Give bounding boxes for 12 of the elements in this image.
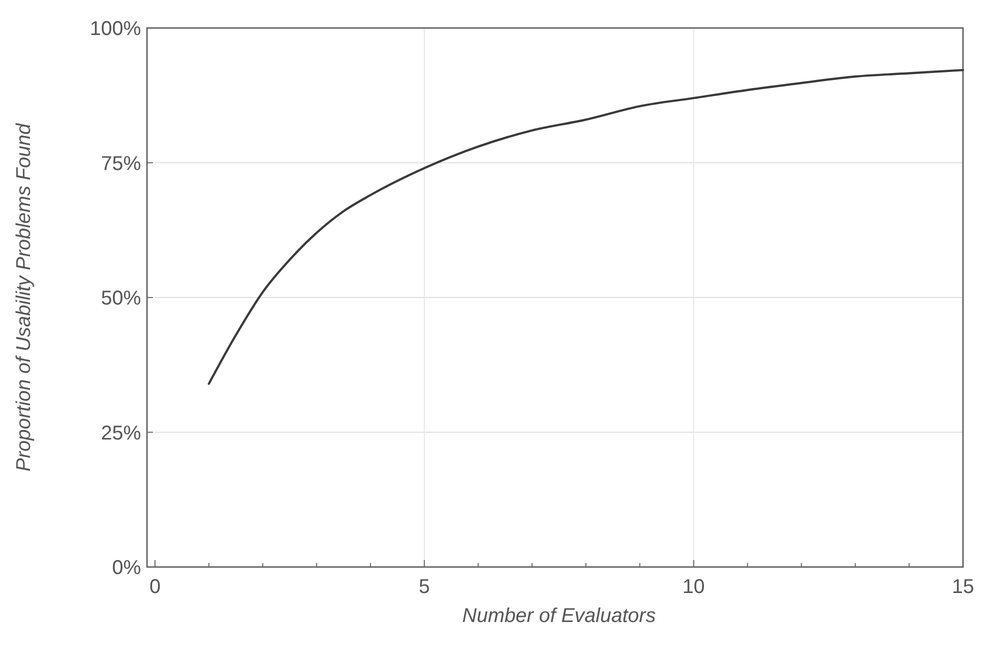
x-tick-label: 10	[682, 576, 705, 598]
y-tick-label: 25%	[100, 422, 142, 444]
y-axis-title: Proportion of Usability Problems Found	[13, 122, 35, 472]
y-tick-label: 100%	[90, 18, 142, 40]
x-tick-label: 0	[149, 576, 161, 598]
x-tick-label: 5	[418, 576, 430, 598]
line-series	[208, 68, 964, 385]
x-axis-title: Number of Evaluators	[462, 605, 656, 627]
x-tick-label: 15	[952, 576, 974, 598]
y-tick-label: 75%	[100, 152, 142, 175]
y-tick-label: 0%	[112, 557, 142, 579]
y-tick-label: 50%	[100, 288, 142, 310]
